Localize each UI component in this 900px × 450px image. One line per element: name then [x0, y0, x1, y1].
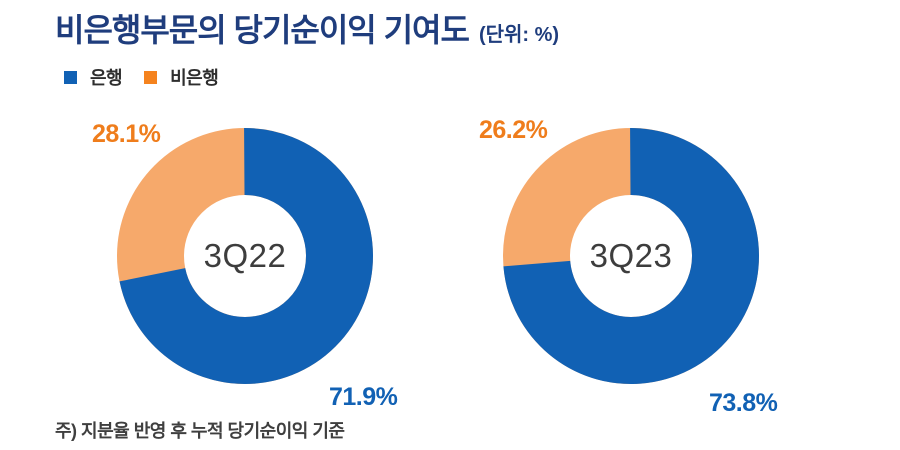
donut-chart-3q22: 3Q22 [117, 128, 373, 384]
legend-label-nonbank: 비은행 [170, 68, 219, 88]
legend-item-bank: 은행 [64, 64, 123, 90]
donut-chart-3q23: 3Q23 [503, 128, 759, 384]
nonbank-share-label-3q23: 26.2% [479, 116, 548, 144]
bank-share-label-3q22: 71.9% [329, 383, 398, 411]
legend-item-nonbank: 비은행 [144, 64, 219, 90]
nonbank-swatch-icon [144, 70, 158, 84]
nonbank-share-label-3q22: 28.1% [92, 120, 161, 148]
donut-ring-3q22 [117, 128, 373, 384]
period-label-3q23: 3Q23 [589, 237, 673, 274]
page-title: 비은행부문의 당기순이익 기여도 (단위: %) [55, 5, 559, 51]
period-label-3q22: 3Q22 [203, 237, 287, 274]
page-title-unit: (단위: %) [478, 24, 560, 46]
bank-share-label-3q23: 73.8% [709, 389, 778, 417]
donut-ring-3q23 [503, 128, 759, 384]
footnote: 주) 지분율 반영 후 누적 당기순이익 기준 [55, 421, 345, 441]
bank-swatch-icon [64, 70, 77, 84]
page-title-text: 비은행부문의 당기순이익 기여도 [55, 12, 470, 48]
legend: 은행 비은행 [64, 64, 219, 90]
legend-label-bank: 은행 [90, 68, 123, 88]
